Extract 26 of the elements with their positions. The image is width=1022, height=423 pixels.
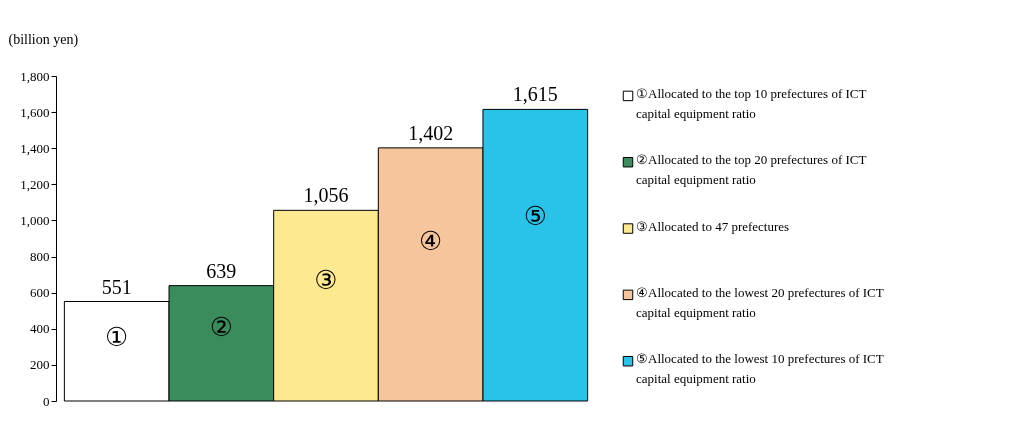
annotation: ④	[418, 225, 443, 256]
data-label: 551	[101, 275, 132, 298]
data-label: 1,056	[303, 184, 349, 207]
y-tick-label: 1,000	[20, 212, 50, 228]
y-tick-label: 800	[30, 249, 50, 265]
annotation: ②	[209, 312, 234, 343]
y-tick-label: 1,400	[20, 140, 50, 156]
y-axis-title: (billion yen)	[8, 31, 79, 48]
legend-label: ②Allocated to the top 20 prefectures of ICT capital equipment ratio	[636, 152, 867, 188]
data-label: 639	[206, 259, 237, 282]
y-tick-label: 1,800	[20, 68, 50, 84]
annotation: ①	[105, 322, 129, 353]
annotation: ⑤	[523, 201, 547, 232]
legend-label: ①Allocated to the top 10 prefectures of ICT capital equipment ratio	[636, 85, 867, 121]
y-tick-label: 600	[30, 285, 50, 301]
y-tick-label: 1,200	[20, 176, 50, 192]
annotation: ③	[314, 264, 338, 295]
y-tick-label: 200	[30, 357, 50, 373]
y-tick-label: 0	[43, 393, 50, 409]
legend-label: ③Allocated to 47 prefectures	[636, 218, 790, 234]
data-label: 1,402	[408, 121, 454, 144]
y-tick-label: 1,600	[20, 104, 50, 120]
legend-label: ⑤Allocated to the lowest 10 prefectures of ICT capital equipment ratio	[636, 351, 884, 387]
legend-label: ④Allocated to the lowest 20 prefectures of ICT capital equipment ratio	[636, 284, 884, 320]
data-label: 1,615	[512, 83, 558, 106]
y-tick-label: 400	[30, 321, 50, 337]
